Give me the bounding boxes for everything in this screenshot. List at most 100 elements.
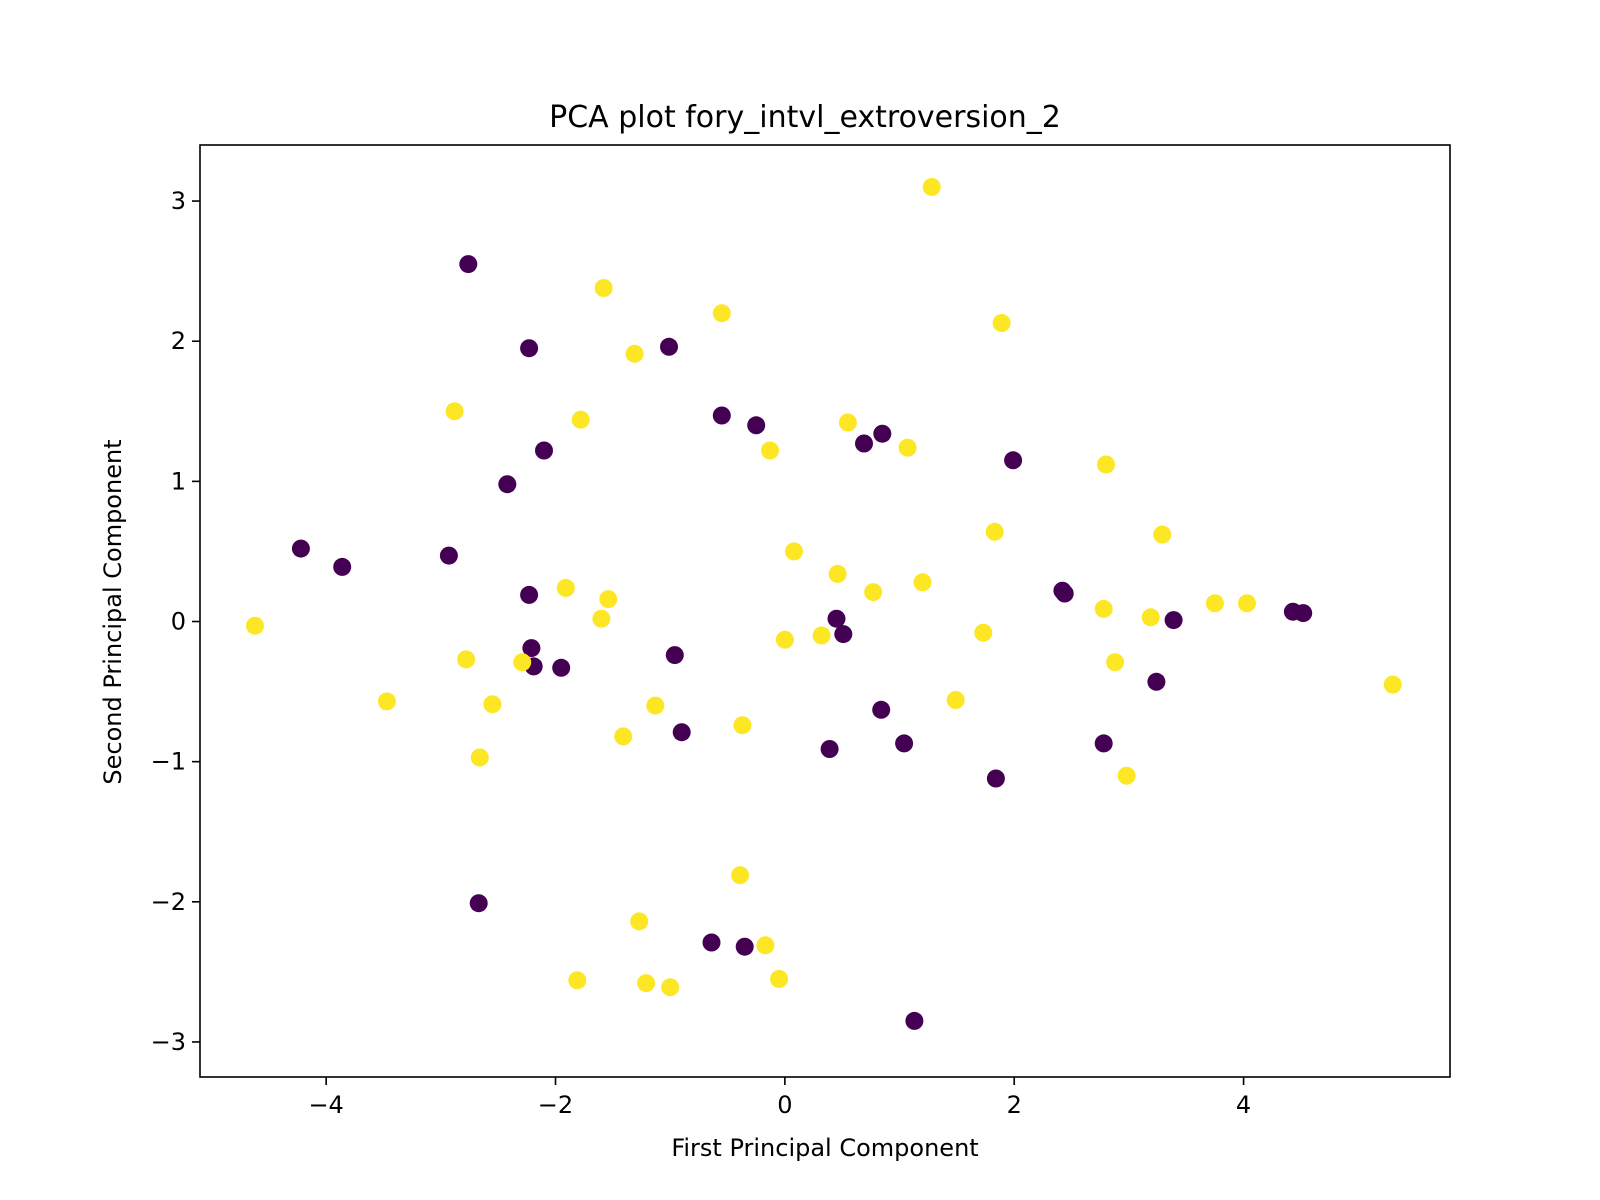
scatter-point xyxy=(992,314,1011,332)
scatter-point xyxy=(535,441,553,460)
scatter-point xyxy=(922,178,941,196)
scatter-point xyxy=(672,723,691,742)
scatter-point xyxy=(1094,734,1113,753)
scatter-point xyxy=(246,616,264,635)
scatter-point xyxy=(470,748,489,767)
y-tick-label: 0 xyxy=(171,608,186,636)
scatter-point xyxy=(1238,594,1256,613)
scatter-point xyxy=(731,866,750,885)
x-tick-label: 4 xyxy=(1236,1091,1251,1119)
scatter-point xyxy=(747,416,766,435)
y-tick-label: 1 xyxy=(171,467,186,495)
scatter-point xyxy=(513,653,532,672)
scatter-point xyxy=(785,542,803,561)
axes-frame xyxy=(199,144,1451,1078)
scatter-point xyxy=(594,279,613,297)
scatter-point xyxy=(522,639,541,658)
scatter-point xyxy=(873,424,892,443)
scatter-point xyxy=(661,978,680,997)
scatter-point xyxy=(775,630,794,649)
scatter-point xyxy=(637,974,656,993)
scatter-point xyxy=(827,609,846,628)
scatter-point xyxy=(702,933,721,952)
scatter-point xyxy=(520,585,539,604)
scatter-point xyxy=(1117,766,1136,785)
scatter-point xyxy=(459,255,478,274)
scatter-point xyxy=(445,402,464,421)
scatter-point xyxy=(986,769,1005,788)
scatter-point xyxy=(898,438,917,457)
scatter-point xyxy=(761,441,779,460)
scatter-point xyxy=(556,578,575,597)
x-tick-label: 2 xyxy=(1007,1091,1022,1119)
scatter-point xyxy=(828,564,847,583)
scatter-point xyxy=(660,337,678,356)
x-axis: −4 −2 0 2 4 xyxy=(308,1077,1251,1119)
x-axis-label: First Principal Component xyxy=(671,1134,978,1162)
scatter-point xyxy=(1055,584,1074,603)
scatter-point xyxy=(1141,608,1160,627)
y-axis: −3 −2 −1 0 1 2 3 xyxy=(151,187,200,1056)
scatter-point xyxy=(872,700,891,719)
scatter-point xyxy=(1153,525,1172,544)
scatter-point xyxy=(770,969,789,988)
scatter-point xyxy=(733,716,752,735)
scatter-point xyxy=(439,546,458,565)
y-axis-label: Second Principal Component xyxy=(99,439,127,784)
scatter-point xyxy=(625,344,644,363)
scatter-point xyxy=(913,573,932,592)
scatter-point xyxy=(1294,604,1313,623)
scatter-point xyxy=(1205,594,1224,613)
scatter-point xyxy=(571,410,590,429)
scatter-point xyxy=(820,740,839,758)
scatter-point xyxy=(665,646,684,665)
x-tick-label: −4 xyxy=(308,1091,343,1119)
scatter-point xyxy=(333,557,352,576)
scatter-point xyxy=(377,692,396,711)
scatter-point xyxy=(552,658,571,677)
scatter-point xyxy=(974,623,993,642)
scatter-point xyxy=(895,734,914,753)
scatter-point xyxy=(1106,653,1125,672)
y-tick-label: −1 xyxy=(151,748,186,776)
scatter-point xyxy=(630,912,649,931)
y-tick-label: −3 xyxy=(151,1028,186,1056)
x-tick-label: 0 xyxy=(777,1091,792,1119)
scatter-point xyxy=(756,936,775,955)
scatter-point xyxy=(946,691,965,709)
scatter-point xyxy=(1383,675,1402,694)
scatter-point xyxy=(457,650,476,669)
scatter-point xyxy=(592,609,611,628)
scatter-point xyxy=(712,406,731,425)
scatter-point xyxy=(469,894,488,913)
x-tick-label: −2 xyxy=(538,1091,573,1119)
y-tick-label: −2 xyxy=(151,888,186,916)
scatter-point xyxy=(1097,455,1115,474)
scatter-point xyxy=(712,304,731,323)
scatter-point xyxy=(599,590,618,609)
scatter-point xyxy=(1147,672,1166,691)
scatter-point xyxy=(646,696,665,715)
scatter-point xyxy=(614,727,633,746)
scatter-point xyxy=(1094,599,1113,618)
scatter-point xyxy=(905,1011,924,1030)
scatter-point xyxy=(985,522,1004,541)
scatter-point xyxy=(834,625,853,644)
scatter-point xyxy=(483,695,502,714)
points-layer xyxy=(246,178,1402,1030)
scatter-point xyxy=(520,339,539,358)
scatter-point xyxy=(1164,611,1183,630)
scatter-point xyxy=(498,475,517,494)
scatter-point xyxy=(1004,451,1023,470)
chart-title: PCA plot fory_intvl_extroversion_2 xyxy=(549,100,1061,135)
y-tick-label: 2 xyxy=(171,327,186,355)
scatter-point xyxy=(855,434,873,453)
scatter-point xyxy=(568,971,587,990)
scatter-point xyxy=(291,539,310,558)
scatter-point xyxy=(812,626,831,645)
scatter-point xyxy=(864,583,883,602)
scatter-point xyxy=(735,937,754,956)
y-tick-label: 3 xyxy=(171,187,186,215)
scatter-point xyxy=(838,413,857,432)
